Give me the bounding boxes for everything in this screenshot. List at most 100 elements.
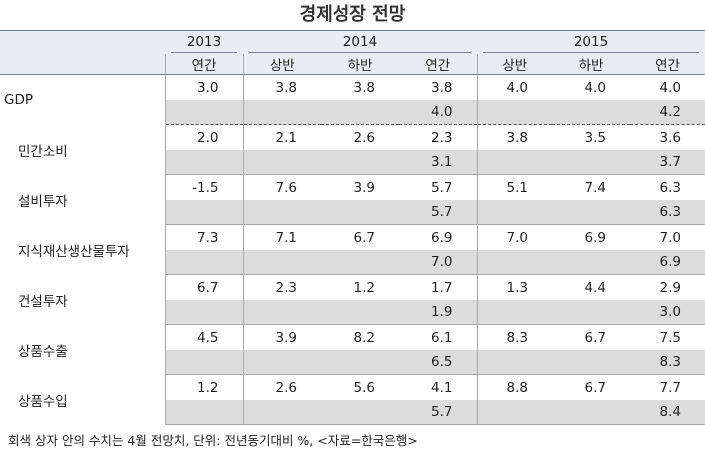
value-cell: 7.5 (659, 329, 681, 346)
shaded-cell (552, 100, 630, 125)
row-label: 지식재산생산물투자 (18, 243, 130, 260)
year-2015: 2015 (477, 31, 705, 54)
table-title: 경제성장 전망 (299, 4, 406, 25)
value-cell: 6.7 (164, 274, 243, 300)
april-forecast-cell: 8.4 (630, 400, 705, 425)
value-cell: 8.3 (476, 324, 552, 350)
value-cell: 1.2 (353, 279, 375, 296)
value-cell: 4.1 (431, 379, 453, 396)
shaded-cell (164, 350, 243, 375)
value-cell: 3.9 (353, 179, 375, 196)
value-cell: 2.1 (242, 124, 321, 150)
top-rule (0, 30, 705, 31)
growth-forecast-table: 2013 2014 2015 연간 상반 하반 연간 상반 하반 연간 GDP 3… (0, 31, 705, 425)
shaded-cell (242, 350, 321, 375)
value-cell: 2.9 (659, 279, 681, 296)
value-cell: 3.5 (584, 129, 606, 146)
value-cell: 2.3 (242, 274, 321, 300)
shaded-cell (552, 350, 630, 375)
value-cell: 4.0 (476, 74, 552, 100)
shaded-cell (242, 100, 321, 125)
table-row: 상품수출 4.5 3.9 8.2 6.1 8.3 6.7 7.5 (0, 324, 705, 360)
value-cell: 6.9 (584, 229, 606, 246)
value-cell: 1.7 (431, 279, 453, 296)
shaded-cell (552, 150, 630, 175)
value-cell: 3.8 (353, 79, 375, 96)
value-cell: 7.6 (242, 174, 321, 200)
value-cell: 7.4 (584, 179, 606, 196)
shaded-cell (164, 200, 243, 225)
table-row: 상품수입 1.2 2.6 5.6 4.1 8.8 6.7 7.7 (0, 374, 705, 410)
value-cell: 2.0 (164, 124, 243, 150)
value-cell: 7.7 (659, 379, 681, 396)
row-label: GDP (4, 91, 33, 108)
shaded-cell (242, 400, 321, 425)
april-forecast-cell: 8.3 (630, 350, 705, 375)
table-row-april-forecast: 5.7 8.4 (0, 400, 705, 425)
shaded-cell (164, 100, 243, 125)
table-row: 설비투자 -1.5 7.6 3.9 5.7 5.1 7.4 6.3 (0, 174, 705, 210)
april-forecast-cell: 6.5 (399, 350, 477, 375)
table-row: 지식재산생산물투자 7.3 7.1 6.7 6.9 7.0 6.9 7.0 (0, 224, 705, 260)
row-label: 민간소비 (18, 143, 68, 160)
shaded-cell (242, 200, 321, 225)
shaded-cell (552, 200, 630, 225)
value-cell: 1.2 (164, 374, 243, 400)
table-row-april-forecast: 4.0 4.2 (0, 100, 705, 125)
value-cell: 8.2 (353, 329, 375, 346)
shaded-cell (321, 250, 399, 275)
april-forecast-cell: 3.7 (630, 150, 705, 175)
april-forecast-cell: 7.0 (399, 250, 477, 275)
period-header-row: 연간 상반 하반 연간 상반 하반 연간 (0, 54, 705, 75)
april-forecast-cell: 1.9 (399, 300, 477, 325)
period-header: 연간 (164, 54, 243, 75)
table-row-april-forecast: 7.0 6.9 (0, 250, 705, 275)
period-header: 하반 (552, 54, 630, 75)
value-cell: 7.3 (164, 224, 243, 250)
value-cell: 2.6 (242, 374, 321, 400)
value-cell: 6.7 (584, 329, 606, 346)
corner-cell (0, 31, 165, 54)
shaded-cell (476, 250, 552, 275)
value-cell: 4.0 (584, 79, 606, 96)
table-row-april-forecast: 5.7 6.3 (0, 200, 705, 225)
value-cell: 7.0 (659, 229, 681, 246)
row-label: 상품수출 (18, 343, 68, 360)
april-forecast-cell: 6.9 (630, 250, 705, 275)
shaded-cell (242, 250, 321, 275)
shaded-cell (476, 350, 552, 375)
april-forecast-cell: 5.7 (399, 200, 477, 225)
shaded-cell (242, 300, 321, 325)
shaded-cell (476, 300, 552, 325)
value-cell: 4.4 (584, 279, 606, 296)
april-forecast-cell: 3.1 (399, 150, 477, 175)
april-forecast-cell: 3.0 (630, 300, 705, 325)
period-header: 연간 (399, 54, 477, 75)
shaded-cell (321, 400, 399, 425)
value-cell: 2.6 (353, 129, 375, 146)
shaded-cell (552, 250, 630, 275)
period-header: 하반 (321, 54, 399, 75)
value-cell: 6.1 (431, 329, 453, 346)
value-cell: 6.3 (659, 179, 681, 196)
value-cell: 3.9 (242, 324, 321, 350)
value-cell: 4.5 (164, 324, 243, 350)
shaded-cell (321, 100, 399, 125)
value-cell: 7.0 (476, 224, 552, 250)
table-row: 민간소비 2.0 2.1 2.6 2.3 3.8 3.5 3.6 (0, 124, 705, 160)
year-header-row: 2013 2014 2015 (0, 31, 705, 54)
value-cell: 6.9 (431, 229, 453, 246)
value-cell: 7.1 (242, 224, 321, 250)
value-cell: 4.0 (659, 79, 681, 96)
table-row: 건설투자 6.7 2.3 1.2 1.7 1.3 4.4 2.9 (0, 274, 705, 310)
value-cell: -1.5 (164, 174, 243, 200)
april-forecast-cell: 6.3 (630, 200, 705, 225)
april-forecast-cell: 4.0 (399, 100, 477, 125)
shaded-cell (476, 400, 552, 425)
table-row-april-forecast: 1.9 3.0 (0, 300, 705, 325)
value-cell: 3.8 (476, 124, 552, 150)
april-forecast-cell: 5.7 (399, 400, 477, 425)
footnote: 회색 상자 안의 수치는 4월 전망치, 단위: 전년동기대비 %, <자료=한… (8, 433, 418, 448)
value-cell: 6.7 (584, 379, 606, 396)
value-cell: 5.6 (353, 379, 375, 396)
